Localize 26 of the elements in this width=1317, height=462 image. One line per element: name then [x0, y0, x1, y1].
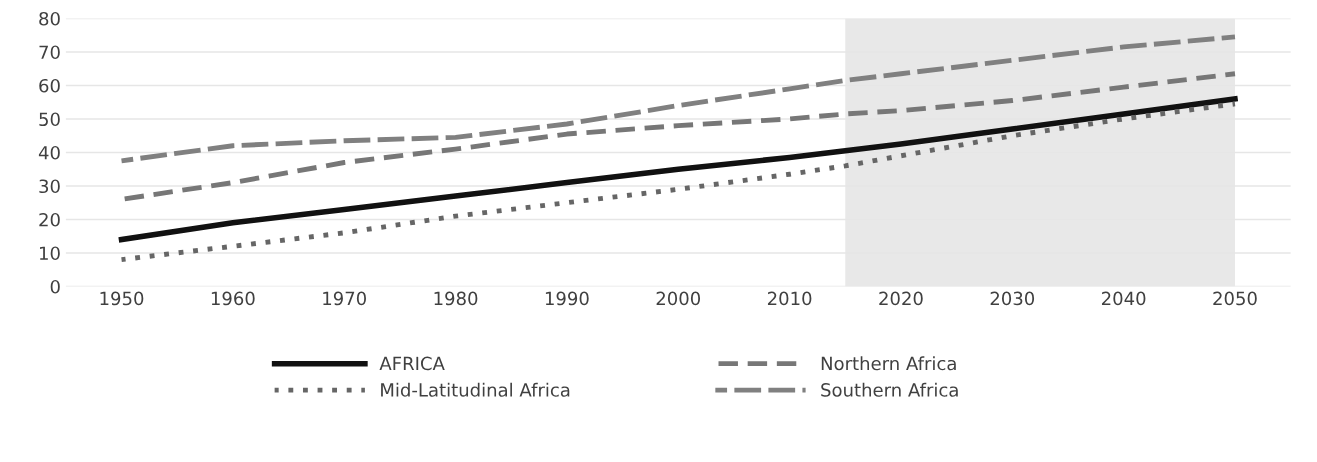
x-tick-label: 1970 [323, 291, 366, 306]
y-tick-label: 20 [39, 212, 60, 227]
x-tick-label: 2050 [1213, 291, 1257, 306]
x-tick-label: 2000 [656, 291, 701, 306]
x-tick-label: 1960 [211, 291, 255, 306]
x-tick-label: 2020 [879, 291, 923, 306]
legend-label: Northern Africa [821, 356, 956, 371]
legend-label: Mid-Latitudinal Africa [381, 382, 570, 397]
y-tick-label: 40 [38, 145, 60, 160]
x-tick-label: 1980 [434, 291, 478, 306]
x-tick-label: 2030 [990, 291, 1035, 306]
y-tick-label: 50 [39, 112, 60, 127]
x-tick-label: 1990 [545, 291, 589, 306]
y-tick-label: 10 [40, 246, 60, 261]
y-tick-label: 80 [39, 11, 60, 26]
line-series [119, 101, 1238, 263]
y-tick-label: 30 [39, 179, 60, 194]
y-tick-label: 70 [39, 45, 60, 60]
y-tick-label: 0 [50, 279, 60, 294]
y-tick-label: 60 [39, 78, 60, 93]
legend-label: Southern Africa [821, 382, 958, 397]
legend-label: AFRICA [379, 356, 445, 371]
x-tick-label: 2010 [767, 291, 812, 306]
x-tick-label: 2040 [1101, 291, 1146, 306]
x-tick-label: 1950 [100, 291, 144, 306]
line-series [119, 34, 1238, 164]
